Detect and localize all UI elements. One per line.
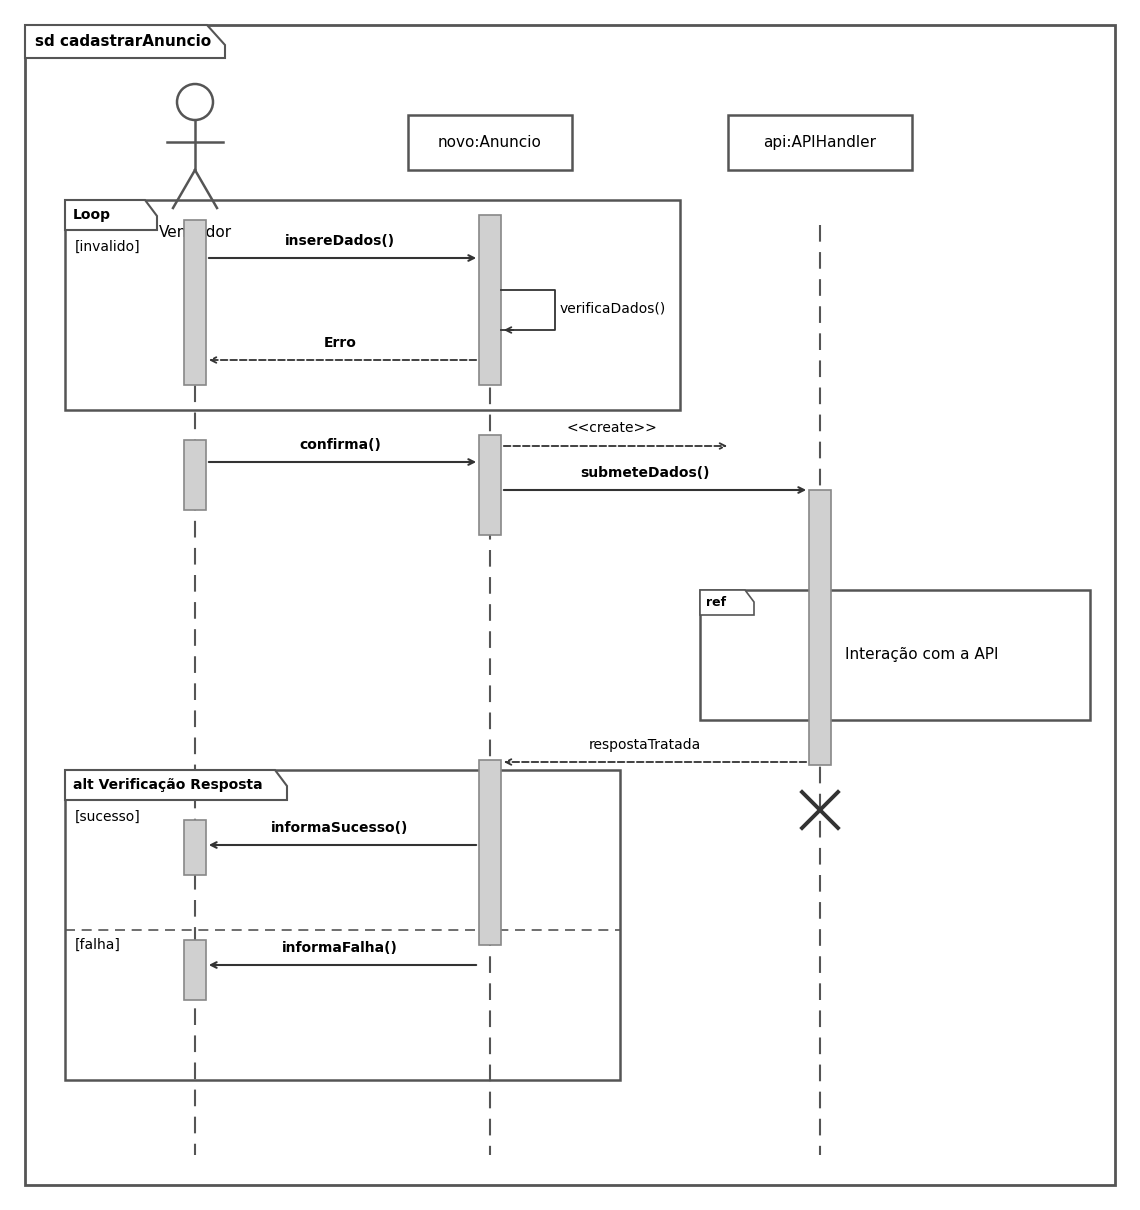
Bar <box>184 440 206 509</box>
Bar <box>65 200 679 410</box>
Text: <<create>>: <<create>> <box>567 421 658 436</box>
Text: Erro: Erro <box>324 336 357 350</box>
Bar <box>479 215 500 385</box>
Bar <box>728 115 912 169</box>
Text: Loop: Loop <box>73 208 111 221</box>
Text: verificaDados(): verificaDados() <box>560 301 666 315</box>
Polygon shape <box>25 25 225 58</box>
Text: Vendedor: Vendedor <box>158 225 231 240</box>
Polygon shape <box>700 590 754 615</box>
Bar <box>809 490 831 765</box>
Text: sd cadastrarAnuncio: sd cadastrarAnuncio <box>35 34 211 48</box>
Text: alt Verificação Resposta: alt Verificação Resposta <box>73 778 262 793</box>
Bar <box>184 820 206 875</box>
Bar <box>184 940 206 999</box>
Text: ref: ref <box>706 597 726 610</box>
Polygon shape <box>65 200 157 230</box>
Text: [sucesso]: [sucesso] <box>75 809 140 824</box>
Bar <box>65 770 620 1081</box>
Bar <box>479 760 500 945</box>
Text: informaSucesso(): informaSucesso() <box>271 822 408 835</box>
Text: submeteDados(): submeteDados() <box>580 466 710 480</box>
Text: [invalido]: [invalido] <box>75 240 140 254</box>
Circle shape <box>177 83 213 120</box>
Text: [falha]: [falha] <box>75 938 121 952</box>
Bar <box>408 115 572 169</box>
Bar <box>479 436 500 535</box>
Text: respostaTratada: respostaTratada <box>589 738 701 751</box>
Bar <box>184 220 206 385</box>
Text: informaFalha(): informaFalha() <box>282 941 398 955</box>
Text: Interação com a API: Interação com a API <box>845 647 999 663</box>
Bar <box>700 590 1090 720</box>
Polygon shape <box>65 770 287 800</box>
Text: confirma(): confirma() <box>299 438 381 453</box>
Text: insereDados(): insereDados() <box>285 234 396 248</box>
Text: novo:Anuncio: novo:Anuncio <box>438 136 542 150</box>
Text: api:APIHandler: api:APIHandler <box>764 136 877 150</box>
